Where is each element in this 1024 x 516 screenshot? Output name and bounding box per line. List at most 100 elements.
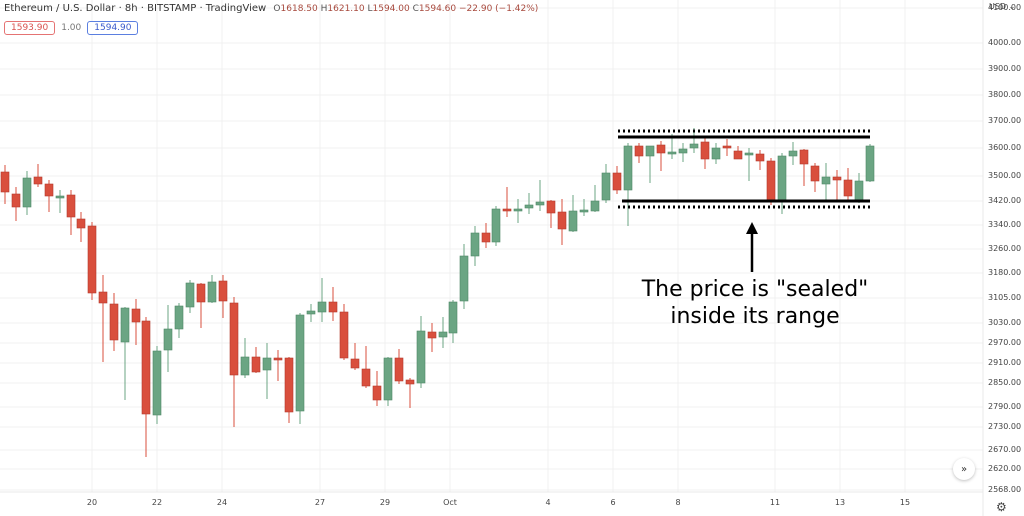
candle bbox=[44, 180, 54, 212]
candle bbox=[832, 170, 842, 201]
candle bbox=[0, 165, 10, 204]
candle bbox=[317, 278, 327, 322]
candle bbox=[438, 317, 448, 348]
date-label: 8 bbox=[675, 498, 681, 507]
price-label: 4000.00 bbox=[988, 38, 1022, 47]
candle bbox=[163, 305, 173, 372]
candle bbox=[513, 199, 523, 223]
scroll-to-realtime-button[interactable]: » bbox=[953, 458, 975, 480]
price-label: 3800.00 bbox=[988, 90, 1022, 99]
price-label: 2670.00 bbox=[988, 445, 1022, 454]
candle bbox=[141, 317, 151, 457]
candle bbox=[383, 357, 393, 406]
candle bbox=[328, 287, 338, 321]
date-label: 20 bbox=[86, 498, 98, 507]
spread-value: 1.00 bbox=[61, 23, 82, 33]
annotation-text: The price is "sealed" inside its range bbox=[620, 276, 890, 330]
date-label: 22 bbox=[151, 498, 163, 507]
high-value: 1621.10 bbox=[327, 4, 365, 14]
candle bbox=[262, 343, 272, 399]
open-value: 1618.50 bbox=[280, 4, 318, 14]
candle bbox=[240, 338, 250, 378]
candle bbox=[755, 150, 765, 170]
candle bbox=[865, 144, 875, 182]
candle bbox=[66, 190, 76, 235]
trade-badges: 1593.90 1.00 1594.90 bbox=[4, 21, 139, 35]
candle bbox=[481, 223, 491, 248]
candle bbox=[120, 307, 130, 400]
price-label: 2850.00 bbox=[988, 378, 1022, 387]
candle bbox=[372, 371, 382, 406]
range-lines bbox=[618, 129, 870, 209]
annotation-line-1: The price is "sealed" bbox=[641, 277, 869, 302]
candle bbox=[459, 244, 469, 309]
candle bbox=[394, 349, 404, 384]
candle bbox=[568, 195, 578, 232]
candle bbox=[733, 146, 743, 160]
date-label: 15 bbox=[899, 498, 911, 507]
grid-lines bbox=[0, 0, 983, 492]
candle bbox=[854, 173, 864, 203]
candle bbox=[470, 226, 480, 266]
candle bbox=[350, 343, 360, 370]
candle bbox=[11, 187, 21, 221]
candle bbox=[98, 275, 108, 362]
arrow-up-icon bbox=[746, 222, 758, 272]
candle bbox=[502, 187, 512, 217]
price-label: 2910.00 bbox=[988, 358, 1022, 367]
candle bbox=[152, 346, 162, 424]
currency-selector[interactable]: USD ⌄ bbox=[989, 2, 1016, 11]
candle bbox=[22, 171, 32, 215]
candle bbox=[700, 137, 710, 169]
candle bbox=[131, 299, 141, 345]
candle bbox=[656, 141, 666, 171]
date-label: 29 bbox=[379, 498, 391, 507]
candle bbox=[295, 313, 305, 424]
candle bbox=[174, 303, 184, 338]
candle bbox=[711, 143, 721, 164]
candle bbox=[339, 304, 349, 360]
low-value: 1594.00 bbox=[372, 4, 410, 14]
candle bbox=[843, 168, 853, 201]
candle bbox=[273, 350, 283, 381]
candle bbox=[546, 200, 556, 228]
candle bbox=[777, 153, 787, 214]
candle bbox=[810, 163, 820, 192]
candle bbox=[306, 304, 316, 322]
annotation-line-2: inside its range bbox=[670, 304, 840, 329]
candle bbox=[427, 323, 437, 352]
price-label: 3500.00 bbox=[988, 171, 1022, 180]
candle bbox=[448, 300, 458, 343]
price-label: 3420.00 bbox=[988, 196, 1022, 205]
candle bbox=[634, 143, 644, 163]
price-label: 2620.00 bbox=[988, 464, 1022, 473]
buy-button[interactable]: 1594.90 bbox=[87, 21, 139, 35]
price-label: 4100.00 bbox=[988, 3, 1022, 12]
candle bbox=[251, 347, 261, 373]
candle bbox=[535, 180, 545, 211]
candle bbox=[109, 293, 119, 351]
candle bbox=[229, 297, 239, 427]
sell-button[interactable]: 1593.90 bbox=[4, 21, 56, 35]
price-label: 3180.00 bbox=[988, 268, 1022, 277]
candle bbox=[284, 357, 294, 423]
candle bbox=[601, 164, 611, 203]
price-label: 2568.00 bbox=[988, 485, 1022, 494]
price-label: 3600.00 bbox=[988, 143, 1022, 152]
price-label: 3105.00 bbox=[988, 293, 1022, 302]
candle bbox=[612, 166, 622, 194]
date-label: Oct bbox=[443, 498, 457, 507]
candle bbox=[766, 158, 776, 205]
candle bbox=[218, 275, 228, 318]
candle bbox=[557, 199, 567, 245]
price-label: 3340.00 bbox=[988, 220, 1022, 229]
date-label: 6 bbox=[610, 498, 616, 507]
candle bbox=[590, 185, 600, 212]
gear-icon[interactable]: ⚙ bbox=[996, 500, 1007, 514]
price-label: 3700.00 bbox=[988, 116, 1022, 125]
symbol-header: Ethereum / U.S. Dollar · 8h · BITSTAMP ·… bbox=[4, 3, 538, 14]
date-label: 11 bbox=[769, 498, 781, 507]
candle bbox=[76, 212, 86, 242]
candle bbox=[579, 199, 589, 216]
